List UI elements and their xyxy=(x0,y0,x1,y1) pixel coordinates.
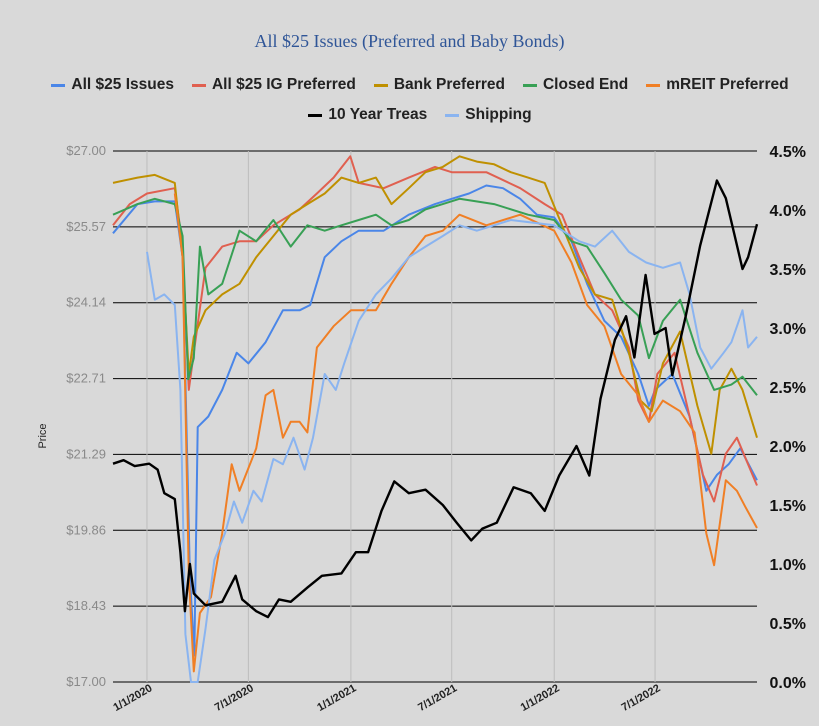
y2-axis-ticks: 4.5% 4.0% 3.5% 3.0% 2.5% 2.0% 1.5% 1.0% 0.5% 0.0% xyxy=(770,144,806,692)
x-tick-label: 7/1/2020 xyxy=(213,682,256,714)
x-tick-label: 7/1/2022 xyxy=(619,682,662,714)
y-axis-ticks: $27.00 $25.57 $24.14 $22.71 $21.29 $19.86 $18.… xyxy=(66,143,106,689)
x-gridlines xyxy=(146,151,656,682)
series-line-bank-preferred xyxy=(112,155,758,455)
legend-label: Shipping xyxy=(465,106,532,123)
y2-tick-label: 1.0% xyxy=(770,557,806,574)
legend-item: All $25 Issues xyxy=(51,74,174,96)
x-tick-label: 1/1/2021 xyxy=(315,682,358,714)
legend-item: Shipping xyxy=(445,104,532,126)
x-tick-label: 1/1/2020 xyxy=(111,682,154,714)
y-tick-label: $17.00 xyxy=(66,674,106,689)
y-tick-label: $25.57 xyxy=(66,219,106,234)
legend-label: Closed End xyxy=(542,76,629,93)
legend-label: All $25 IG Preferred xyxy=(211,76,356,93)
series-line-closed-end xyxy=(112,197,758,396)
y2-tick-label: 1.5% xyxy=(770,498,806,515)
series-line-10-year-treas xyxy=(112,179,759,619)
y2-tick-label: 3.5% xyxy=(770,262,806,279)
y2-tick-label: 4.5% xyxy=(770,144,806,161)
y-tick-label: $27.00 xyxy=(66,143,106,158)
gridlines xyxy=(113,150,757,683)
legend: All $25 Issues All $25 IG Preferred Bank P… xyxy=(40,74,800,126)
series-line-all-25-ig-preferred xyxy=(112,155,758,503)
y-tick-label: $21.29 xyxy=(66,446,106,461)
x-tick-label: 1/1/2022 xyxy=(519,682,562,714)
legend-swatch xyxy=(373,83,388,87)
legend-swatch xyxy=(51,83,66,87)
y-tick-label: $22.71 xyxy=(66,371,106,386)
y2-tick-label: 4.0% xyxy=(770,203,806,220)
x-axis-ticks: 1/1/2020 7/1/2020 1/1/2021 7/1/2021 1/1/2022… xyxy=(111,682,662,714)
y2-tick-label: 3.0% xyxy=(770,321,806,338)
y-tick-label: $24.14 xyxy=(66,295,106,310)
legend-swatch xyxy=(445,113,460,117)
legend-item: Bank Preferred xyxy=(373,74,505,96)
y-tick-label: $18.43 xyxy=(66,598,106,613)
legend-swatch xyxy=(522,83,537,87)
y2-tick-label: 0.5% xyxy=(770,616,806,633)
series-line-all-25-issues xyxy=(112,184,758,657)
legend-label: All $25 Issues xyxy=(71,76,174,93)
legend-item: Closed End xyxy=(522,74,629,96)
legend-item: All $25 IG Preferred xyxy=(191,74,356,96)
legend-swatch xyxy=(191,83,206,87)
legend-item: 10 Year Treas xyxy=(308,104,427,126)
legend-swatch xyxy=(308,113,323,117)
y2-tick-label: 2.5% xyxy=(770,380,806,397)
series-lines xyxy=(112,155,759,683)
series-line-shipping xyxy=(146,219,758,683)
x-tick-label: 7/1/2021 xyxy=(416,682,459,714)
y2-tick-label: 0.0% xyxy=(770,675,806,692)
legend-label: 10 Year Treas xyxy=(328,106,428,123)
legend-label: Bank Preferred xyxy=(393,76,505,93)
chart-title: All $25 Issues (Preferred and Baby Bonds… xyxy=(254,31,565,51)
y-tick-label: $19.86 xyxy=(66,522,106,537)
y2-tick-label: 2.0% xyxy=(770,439,806,456)
legend-swatch xyxy=(646,83,661,87)
legend-label: mREIT Preferred xyxy=(666,76,789,93)
legend-item: mREIT Preferred xyxy=(646,74,789,96)
